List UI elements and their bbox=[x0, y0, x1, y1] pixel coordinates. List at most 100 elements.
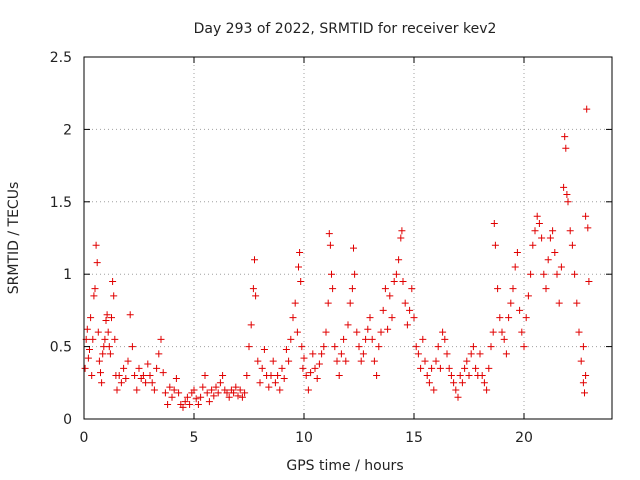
data-point bbox=[467, 350, 475, 358]
data-point bbox=[335, 372, 343, 380]
data-point bbox=[89, 335, 97, 343]
data-point bbox=[175, 389, 183, 397]
data-point bbox=[344, 321, 352, 329]
data-point bbox=[267, 372, 275, 380]
data-point bbox=[297, 277, 305, 285]
data-point bbox=[419, 335, 427, 343]
data-point bbox=[502, 350, 510, 358]
data-point bbox=[353, 328, 361, 336]
data-point bbox=[384, 325, 392, 333]
x-tick-label: 20 bbox=[515, 430, 533, 446]
data-point bbox=[373, 372, 381, 380]
data-point bbox=[311, 364, 319, 372]
data-point bbox=[518, 328, 526, 336]
data-point bbox=[575, 328, 583, 336]
data-point bbox=[490, 220, 498, 228]
data-point bbox=[236, 386, 244, 394]
data-point bbox=[111, 335, 119, 343]
data-point bbox=[421, 357, 429, 365]
data-point bbox=[337, 350, 345, 358]
data-point bbox=[225, 393, 233, 401]
data-point bbox=[392, 270, 400, 278]
data-point bbox=[350, 244, 357, 252]
data-point bbox=[105, 343, 113, 351]
data-point bbox=[190, 386, 198, 394]
data-point bbox=[355, 343, 363, 351]
x-tick-label: 0 bbox=[80, 430, 89, 446]
data-point bbox=[216, 379, 224, 387]
plot-frame bbox=[83, 56, 613, 420]
data-point bbox=[287, 335, 295, 343]
data-point bbox=[447, 372, 455, 380]
data-point bbox=[406, 306, 414, 314]
data-point bbox=[166, 383, 174, 391]
data-point bbox=[109, 277, 117, 285]
data-point bbox=[445, 364, 453, 372]
data-point bbox=[95, 357, 103, 365]
data-point bbox=[513, 248, 521, 256]
data-point bbox=[280, 374, 288, 382]
data-point bbox=[108, 314, 115, 322]
data-point bbox=[489, 328, 497, 336]
data-point bbox=[318, 350, 326, 358]
data-point bbox=[252, 292, 260, 300]
data-point bbox=[461, 364, 469, 372]
data-point bbox=[555, 299, 563, 307]
data-point bbox=[214, 389, 222, 397]
data-point bbox=[307, 369, 315, 377]
data-point bbox=[487, 343, 495, 351]
data-point bbox=[362, 335, 370, 343]
data-point bbox=[110, 292, 118, 300]
x-tick-label: 10 bbox=[295, 430, 313, 446]
data-point bbox=[573, 299, 581, 307]
data-point bbox=[295, 263, 302, 271]
data-point bbox=[208, 386, 216, 394]
x-axis-ticks: 0 5 10 15 20 bbox=[80, 57, 533, 446]
data-point bbox=[494, 285, 502, 293]
data-point bbox=[94, 328, 102, 336]
y-tick-label: 2 bbox=[63, 122, 72, 138]
data-point bbox=[571, 270, 579, 278]
data-point bbox=[304, 386, 312, 394]
data-point bbox=[542, 285, 550, 293]
data-point bbox=[524, 292, 532, 300]
data-point bbox=[540, 270, 548, 278]
data-point bbox=[254, 357, 262, 365]
data-point bbox=[256, 379, 264, 387]
grid-lines bbox=[84, 57, 612, 419]
data-point bbox=[551, 248, 559, 256]
data-point bbox=[84, 354, 92, 362]
data-point bbox=[329, 285, 337, 293]
data-point bbox=[465, 372, 473, 380]
data-point bbox=[509, 285, 517, 293]
data-point bbox=[485, 364, 493, 372]
data-point bbox=[197, 393, 205, 401]
data-point bbox=[324, 299, 332, 307]
data-point bbox=[346, 299, 354, 307]
data-point bbox=[172, 374, 180, 382]
data-point bbox=[566, 227, 574, 235]
data-point bbox=[348, 285, 356, 293]
data-point bbox=[381, 285, 389, 293]
data-point bbox=[516, 306, 524, 314]
y-tick-label: 1 bbox=[63, 267, 72, 283]
data-point bbox=[452, 386, 460, 394]
data-point bbox=[93, 259, 101, 267]
data-point bbox=[81, 364, 89, 372]
data-point bbox=[98, 379, 106, 387]
data-point bbox=[436, 364, 444, 372]
data-point bbox=[155, 350, 163, 358]
data-point bbox=[168, 393, 176, 401]
data-point bbox=[563, 191, 571, 199]
data-point bbox=[122, 374, 130, 382]
data-point bbox=[201, 372, 209, 380]
data-point bbox=[498, 328, 506, 336]
data-point bbox=[401, 299, 409, 307]
data-point bbox=[115, 372, 123, 380]
data-point bbox=[296, 248, 304, 256]
data-point bbox=[194, 401, 202, 409]
data-point bbox=[584, 224, 592, 232]
data-point bbox=[87, 314, 95, 322]
data-point bbox=[128, 343, 136, 351]
data-point bbox=[289, 314, 297, 322]
